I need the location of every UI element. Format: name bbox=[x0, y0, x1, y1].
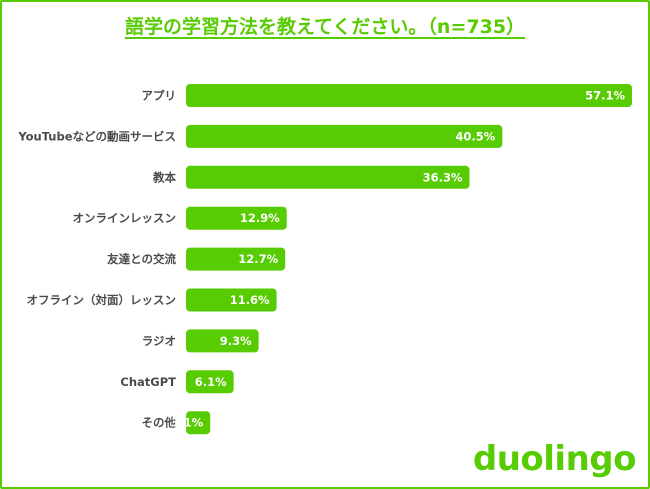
category-label-8: その他 bbox=[142, 416, 177, 430]
bar-5 bbox=[186, 288, 277, 312]
category-label-1: YouTubeなどの動画サービス bbox=[17, 129, 176, 143]
category-label-0: アプリ bbox=[142, 89, 177, 103]
bar-0 bbox=[186, 84, 632, 107]
value-label-1: 40.5% bbox=[455, 129, 495, 143]
category-label-4: 友達との交流 bbox=[107, 252, 176, 266]
value-label-6: 9.3% bbox=[220, 334, 252, 348]
chart-title-text: 語学の学習方法を教えてください。（n=735） bbox=[124, 16, 526, 38]
bar-7 bbox=[186, 370, 234, 394]
category-label-3: オンラインレッスン bbox=[73, 211, 177, 225]
value-label-4: 12.7% bbox=[238, 252, 278, 266]
bar-2 bbox=[186, 165, 470, 189]
value-label-3: 12.9% bbox=[240, 211, 280, 225]
category-label-2: 教本 bbox=[152, 170, 176, 184]
bar-3 bbox=[186, 206, 287, 230]
category-label-7: ChatGPT bbox=[120, 375, 176, 389]
bar-1 bbox=[186, 124, 503, 148]
bar-4 bbox=[186, 247, 286, 271]
duolingo-logo: duolingo bbox=[472, 439, 637, 479]
chart-title: 語学の学習方法を教えてください。（n=735） bbox=[0, 12, 650, 39]
value-label-5: 11.6% bbox=[230, 293, 270, 307]
value-label-0: 57.1% bbox=[585, 89, 625, 103]
value-label-2: 36.3% bbox=[423, 170, 463, 184]
bar-6 bbox=[186, 329, 259, 353]
category-label-5: オフライン（対面）レッスン bbox=[27, 293, 177, 307]
value-label-7: 6.1% bbox=[195, 375, 227, 389]
value-label-8: 3.1% bbox=[171, 416, 203, 430]
bar-8 bbox=[186, 411, 211, 435]
category-label-6: ラジオ bbox=[142, 334, 176, 348]
